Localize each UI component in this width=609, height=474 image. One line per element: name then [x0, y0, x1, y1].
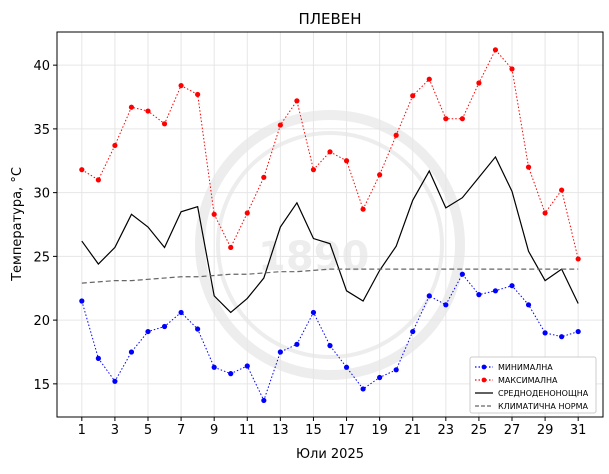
- data-point-max: [79, 167, 85, 173]
- y-tick-label: 20: [33, 314, 50, 329]
- data-point-min: [559, 334, 565, 340]
- data-point-max: [575, 256, 581, 262]
- data-point-min: [294, 341, 300, 347]
- x-tick-label: 13: [272, 423, 289, 438]
- data-point-max: [343, 158, 350, 164]
- data-point-max: [161, 121, 168, 127]
- data-point-max: [525, 164, 532, 170]
- x-tick-label: 1: [78, 423, 86, 438]
- data-point-max: [277, 122, 283, 128]
- data-point-min: [410, 328, 416, 335]
- y-tick-label: 30: [33, 187, 50, 202]
- data-point-max: [377, 172, 383, 178]
- data-point-min: [112, 378, 118, 384]
- x-tick-label: 9: [210, 423, 218, 438]
- data-point-min: [492, 288, 499, 294]
- data-point-max: [542, 210, 548, 216]
- x-tick-label: 17: [338, 423, 355, 438]
- y-tick-label: 15: [33, 378, 50, 393]
- data-point-max: [128, 104, 135, 110]
- data-point-min: [443, 302, 449, 308]
- data-point-min: [360, 386, 366, 392]
- data-point-max: [459, 116, 465, 122]
- x-tick-label: 15: [305, 423, 322, 438]
- x-axis-label: Юли 2025: [296, 447, 364, 462]
- data-point-min: [509, 283, 515, 289]
- x-tick-label: 3: [111, 423, 119, 438]
- data-point-max: [145, 108, 151, 114]
- data-point-min: [145, 328, 151, 335]
- legend: МИНИМАЛНА МАКСИМАЛНА СРЕДНОДЕНОНОЩНА КЛИМАТ…: [469, 356, 597, 414]
- series-line-norm: [81, 268, 579, 284]
- legend-label-norm: КЛИМАТИЧНА НОРМА: [498, 402, 588, 411]
- data-point-min: [393, 367, 399, 373]
- data-point-min: [228, 371, 234, 377]
- x-tick-label: 23: [438, 423, 455, 438]
- x-tick-label: 27: [504, 423, 521, 438]
- data-point-min: [277, 349, 283, 355]
- legend-marker-min: [481, 364, 487, 370]
- x-tick-label: 7: [177, 423, 185, 438]
- data-point-max: [310, 167, 317, 173]
- data-point-max: [476, 80, 482, 86]
- x-tick-label: 19: [371, 423, 388, 438]
- data-point-min: [525, 302, 532, 308]
- data-point-min: [79, 298, 85, 304]
- data-point-max: [559, 187, 565, 193]
- data-point-max: [327, 149, 333, 155]
- legend-label-min: МИНИМАЛНА: [498, 363, 553, 372]
- chart-title: ПЛЕВЕН: [298, 10, 361, 28]
- data-point-min: [161, 323, 168, 330]
- data-point-min: [261, 397, 267, 404]
- data-point-max: [178, 82, 184, 89]
- data-point-max: [195, 91, 201, 98]
- data-point-min: [426, 293, 432, 299]
- plot-frame: [56, 31, 604, 418]
- x-tick-label: 11: [239, 423, 256, 438]
- data-point-min: [327, 343, 333, 349]
- legend-marker-max: [481, 377, 487, 383]
- series-line-mean: [81, 155, 579, 314]
- data-point-min: [95, 355, 101, 361]
- data-point-max: [492, 47, 499, 53]
- data-point-min: [195, 326, 201, 332]
- data-point-min: [211, 364, 217, 370]
- data-point-max: [244, 210, 250, 216]
- y-axis-label: Температура, °C: [10, 167, 25, 282]
- data-point-max: [112, 142, 118, 149]
- data-point-min: [343, 364, 350, 370]
- x-tick-label: 29: [537, 423, 554, 438]
- x-tick-label: 25: [471, 423, 488, 438]
- data-point-max: [211, 211, 217, 217]
- y-tick-label: 35: [33, 123, 50, 138]
- data-point-min: [310, 309, 317, 316]
- y-tick-label: 25: [33, 250, 50, 265]
- data-point-min: [542, 330, 548, 336]
- data-point-max: [410, 93, 416, 99]
- data-point-max: [426, 76, 432, 82]
- data-point-min: [575, 328, 581, 335]
- data-point-max: [393, 132, 399, 138]
- x-tick-label: 5: [144, 423, 152, 438]
- x-tick-label: 21: [404, 423, 421, 438]
- data-point-min: [178, 309, 184, 316]
- data-point-max: [228, 244, 234, 251]
- data-point-min: [128, 349, 135, 355]
- data-point-max: [95, 177, 101, 183]
- data-point-max: [360, 206, 366, 212]
- legend-label-max: МАКСИМАЛНА: [498, 376, 558, 385]
- data-point-min: [377, 374, 383, 381]
- legend-label-mean: СРЕДНОДЕНОНОЩНА: [498, 389, 589, 398]
- x-tick-label: 31: [570, 423, 587, 438]
- data-point-min: [476, 292, 482, 298]
- data-point-max: [261, 174, 267, 180]
- data-point-max: [443, 116, 449, 122]
- y-tick-label: 40: [33, 59, 50, 74]
- data-point-max: [294, 98, 300, 104]
- data-point-max: [509, 66, 515, 72]
- data-point-min: [459, 271, 465, 277]
- data-point-min: [244, 363, 250, 369]
